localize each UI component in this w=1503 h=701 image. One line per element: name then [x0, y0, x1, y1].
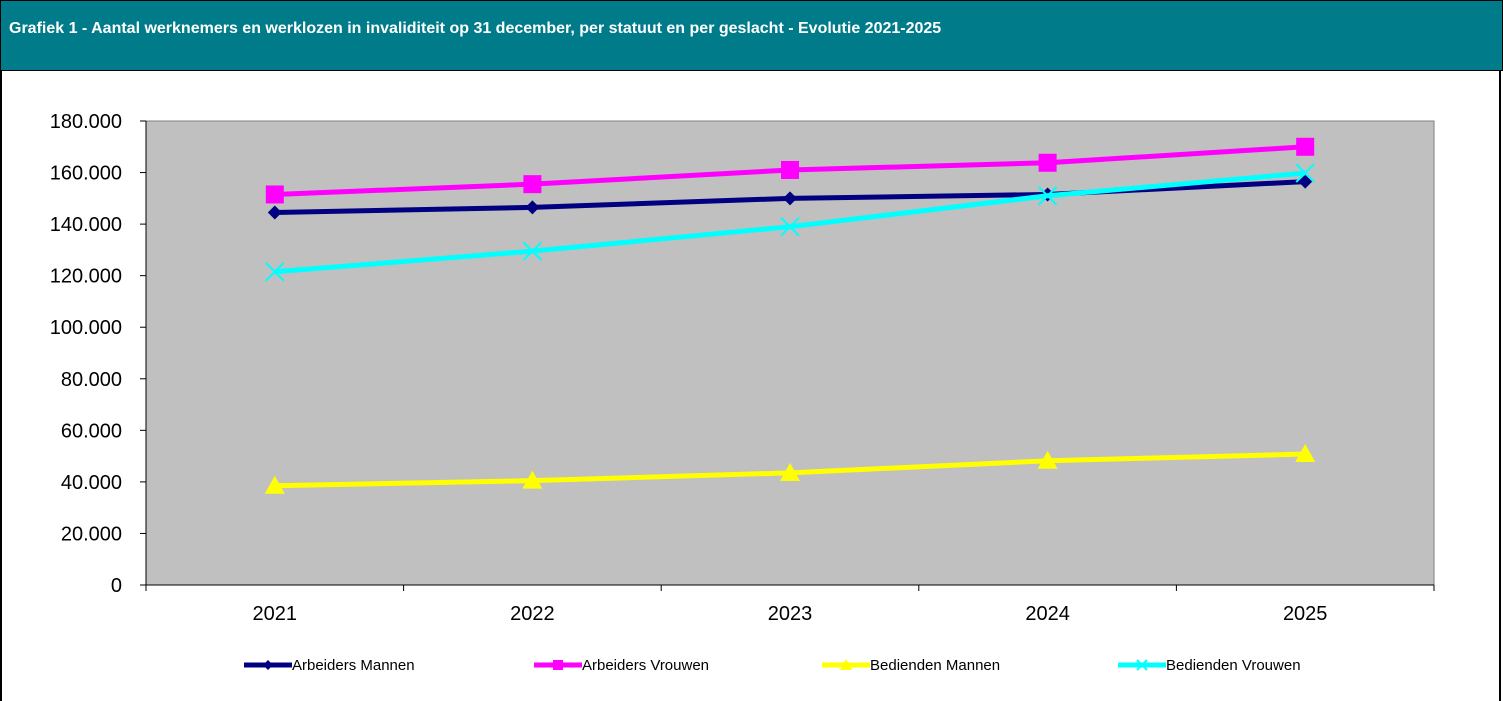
x-tick-label: 2025 — [1283, 603, 1328, 625]
legend-label: Bedienden Vrouwen — [1166, 657, 1301, 674]
x-tick-label: 2023 — [768, 603, 813, 625]
data-point — [783, 191, 797, 206]
data-point — [1295, 163, 1315, 183]
y-tick-label: 80.000 — [61, 369, 122, 391]
chart-header: Grafiek 1 - Aantal werknemers en werkloz… — [0, 0, 1503, 71]
legend-label: Bedienden Mannen — [870, 657, 1000, 674]
x-tick-label: 2022 — [510, 603, 555, 625]
legend-marker — [1136, 659, 1148, 671]
y-tick-label: 100.000 — [50, 317, 122, 339]
y-tick-label: 180.000 — [50, 111, 122, 133]
data-point — [780, 216, 800, 237]
data-point — [523, 175, 542, 194]
data-point — [781, 160, 799, 179]
legend-marker — [840, 659, 852, 670]
data-point — [265, 185, 284, 204]
y-tick-label: 0 — [111, 575, 122, 597]
data-point — [522, 241, 543, 261]
data-point — [1295, 444, 1316, 463]
y-tick-label: 160.000 — [50, 163, 122, 185]
y-tick-label: 20.000 — [61, 523, 122, 545]
data-point — [267, 205, 282, 220]
legend-label: Arbeiders Mannen — [292, 657, 415, 674]
data-point — [1037, 186, 1058, 206]
data-point — [265, 262, 285, 282]
y-tick-label: 40.000 — [61, 472, 122, 494]
y-tick-label: 120.000 — [50, 266, 122, 288]
data-point — [525, 200, 540, 215]
x-tick-label: 2021 — [253, 603, 298, 625]
data-point — [1298, 174, 1313, 189]
data-point — [522, 470, 543, 489]
legend-marker — [553, 660, 563, 670]
chart-title: Grafiek 1 - Aantal werknemers en werkloz… — [9, 20, 942, 37]
y-tick-label: 60.000 — [61, 420, 122, 442]
data-point — [780, 462, 800, 481]
data-point — [1038, 153, 1057, 172]
legend-label: Arbeiders Vrouwen — [582, 657, 709, 674]
legend-marker — [263, 660, 273, 670]
data-point — [1037, 450, 1058, 469]
x-tick-label: 2024 — [1025, 603, 1070, 625]
data-point — [264, 475, 285, 494]
y-tick-label: 140.000 — [50, 214, 122, 236]
data-point — [1296, 137, 1315, 156]
